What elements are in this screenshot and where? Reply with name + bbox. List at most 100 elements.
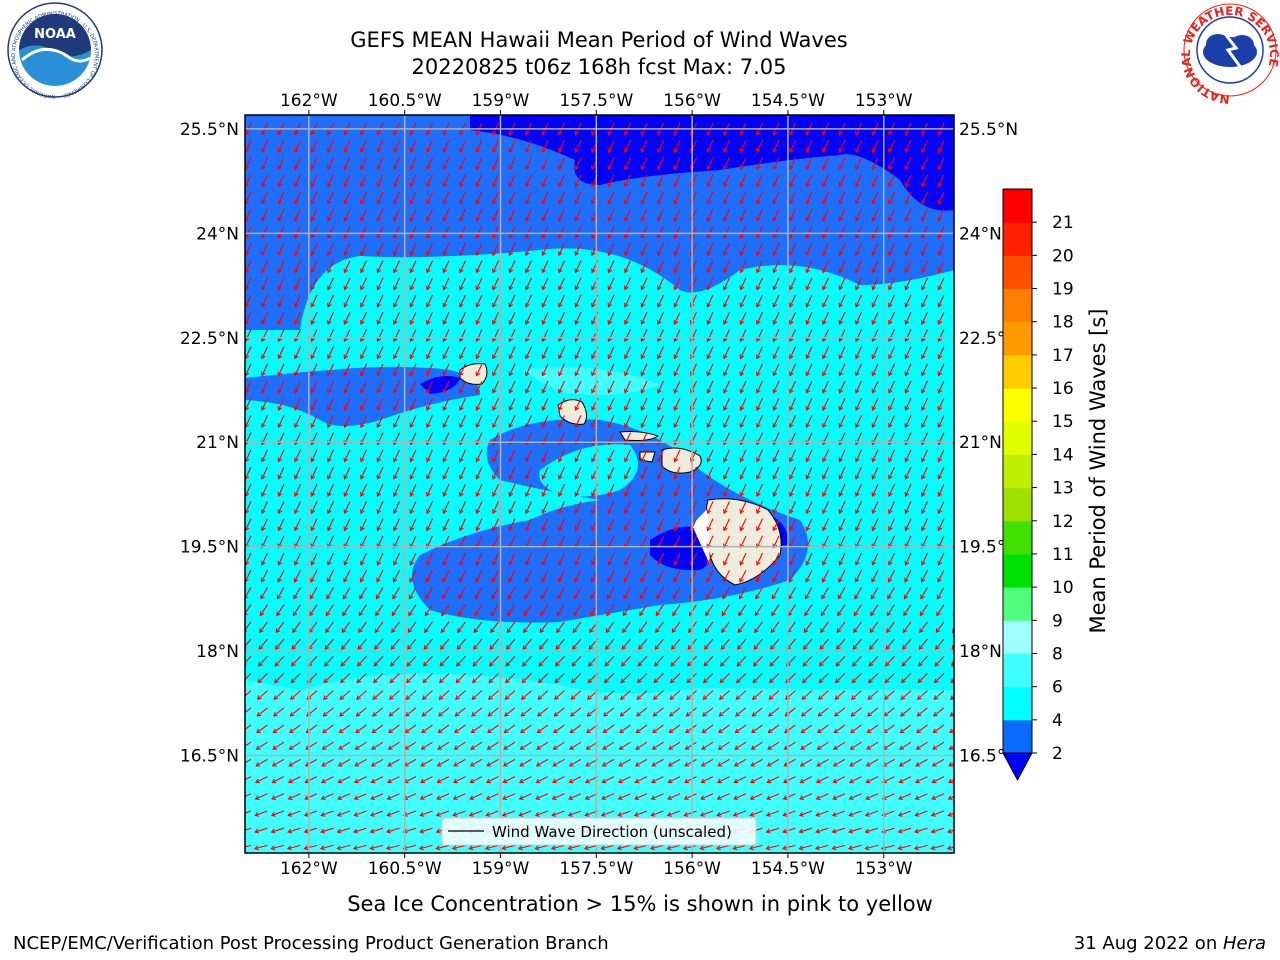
wind-arrow-head [275, 645, 280, 650]
wind-arrow-head [706, 182, 712, 188]
wind-arrow [751, 724, 763, 734]
wind-arrow [408, 604, 417, 616]
wind-arrow-head [921, 509, 926, 515]
wind-arrow-head [508, 474, 514, 480]
wind-arrow [707, 380, 714, 394]
wind-arrow-head [723, 388, 728, 394]
wind-arrow [641, 449, 648, 462]
wind-arrow [641, 346, 648, 359]
wind-arrow-head [523, 611, 529, 617]
wind-arrow-head [456, 661, 461, 667]
wind-arrow [278, 225, 285, 239]
wind-arrow-head [722, 594, 727, 600]
wind-arrow-head [294, 319, 299, 325]
wind-arrow-head [921, 285, 926, 291]
wind-arrow [606, 604, 615, 616]
wind-arrow-head [833, 745, 839, 750]
wind-arrow-head [558, 354, 563, 360]
wind-arrow-head [855, 268, 860, 274]
wind-arrow [756, 397, 763, 411]
wind-arrow [772, 569, 780, 583]
wind-arrow [872, 501, 879, 514]
wind-arrow-head [573, 611, 578, 617]
wind-arrow-head [955, 509, 959, 513]
wind-arrow-head [805, 509, 811, 515]
wind-arrow-head [261, 560, 266, 566]
wind-arrow-head [518, 795, 524, 801]
wind-arrow-head [937, 233, 943, 239]
wind-arrow-head [239, 829, 243, 833]
wind-arrow [815, 844, 829, 850]
wind-arrow-head [525, 388, 530, 394]
wind-arrow [459, 260, 466, 273]
wind-arrow-head [406, 661, 412, 667]
wind-arrow-head [573, 594, 579, 600]
wind-arrow-head [690, 457, 695, 463]
wind-arrow-head [310, 199, 316, 205]
wind-arrow-head [855, 199, 860, 205]
wind-arrow [789, 346, 796, 359]
wind-arrow [488, 690, 499, 700]
wind-arrow [789, 501, 796, 514]
wind-arrow [354, 810, 367, 817]
wind-arrow [294, 397, 301, 411]
wind-arrow-head [624, 130, 629, 136]
wind-arrow [426, 535, 433, 548]
wind-arrow [245, 827, 252, 831]
wind-arrow [294, 260, 301, 273]
wind-arrow [951, 662, 954, 667]
wind-arrow-head [257, 678, 263, 684]
wind-arrow [294, 243, 301, 256]
wind-arrow [304, 810, 318, 817]
wind-arrow-head [535, 862, 539, 866]
wind-arrow [756, 535, 763, 548]
wind-arrow-head [673, 577, 678, 583]
lat-tick-right: 21°N [959, 433, 1002, 453]
wind-arrow-head [442, 526, 448, 532]
wind-arrow [426, 518, 433, 531]
wind-arrow-head [239, 796, 243, 800]
wind-arrow [933, 690, 945, 700]
wind-arrow [667, 810, 681, 817]
wind-arrow [376, 569, 384, 583]
wind-arrow [540, 604, 549, 616]
wind-arrow-head [310, 147, 316, 153]
wind-arrow [624, 191, 631, 204]
wind-arrow [723, 191, 730, 204]
wind-arrow-head [502, 762, 508, 767]
wind-arrow-head [292, 628, 297, 634]
wind-arrow-head [270, 812, 276, 817]
wind-arrow-head [508, 491, 514, 497]
wind-arrow [542, 397, 549, 411]
wind-arrow-head [669, 695, 675, 700]
wind-arrow-head [504, 678, 510, 684]
wind-arrow-head [338, 745, 344, 750]
wind-arrow [558, 363, 565, 376]
wind-arrow-head [310, 354, 316, 360]
wind-arrow [453, 758, 466, 767]
wind-arrow [245, 225, 252, 239]
wind-arrow-head [506, 628, 512, 634]
wind-arrow-head [541, 199, 547, 205]
wind-arrow-head [423, 661, 428, 667]
wind-arrow [388, 707, 400, 717]
wind-arrow-head [492, 457, 497, 463]
colorbar-bin [1003, 388, 1032, 422]
wind-arrow [608, 243, 615, 256]
wind-arrow-head [520, 711, 526, 717]
wind-arrow-head [393, 509, 398, 515]
wind-arrow-head [389, 678, 395, 684]
wind-arrow-head [240, 729, 244, 733]
wind-arrow [750, 793, 763, 800]
wind-arrow [806, 174, 813, 187]
wind-arrow-head [421, 728, 426, 734]
wind-arrow-head [921, 233, 926, 239]
wind-arrow-head [607, 509, 613, 515]
wind-arrow-head [914, 778, 920, 784]
wind-arrow [788, 587, 796, 599]
wind-arrow-head [574, 268, 580, 274]
wind-arrow-head [277, 147, 283, 153]
wind-arrow-head [310, 509, 316, 515]
wind-arrow [245, 810, 252, 814]
wind-arrow-head [805, 388, 811, 394]
